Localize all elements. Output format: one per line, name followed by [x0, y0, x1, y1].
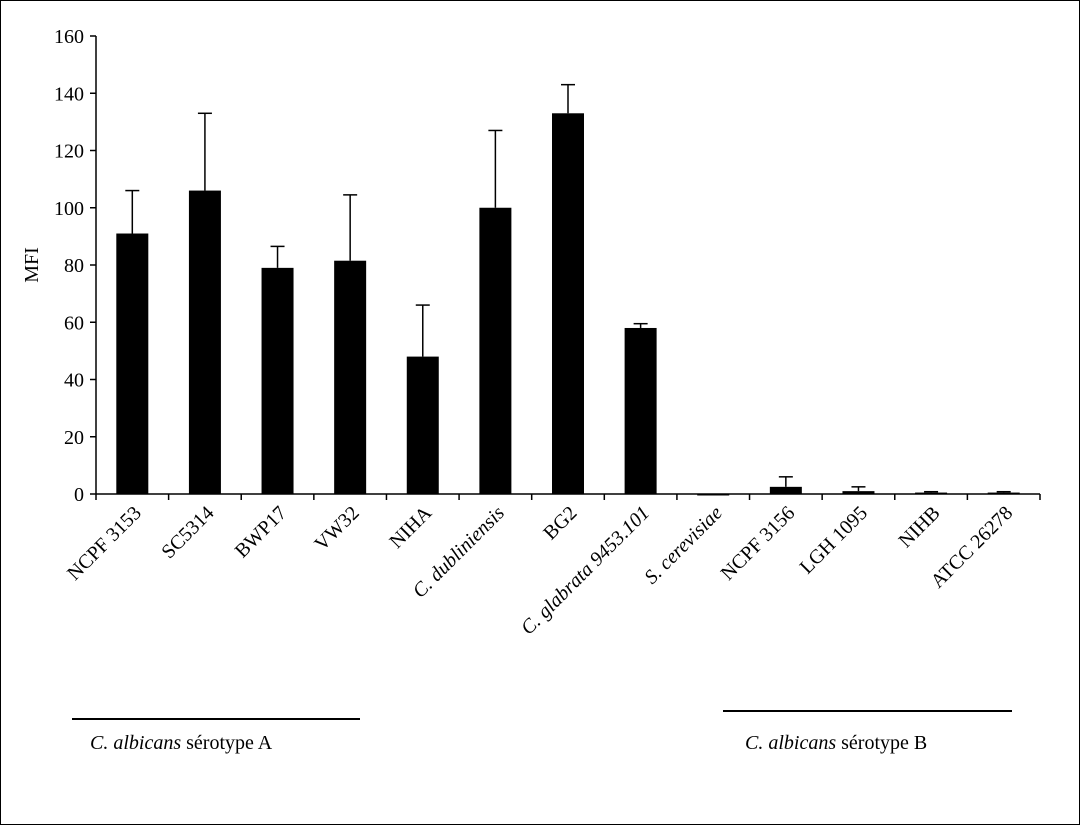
- bar: [769, 486, 802, 494]
- y-tick-label: 80: [64, 255, 84, 277]
- bar: [987, 492, 1020, 495]
- bar: [842, 491, 875, 494]
- group-b-line: [723, 710, 1012, 712]
- x-tick-label: NCPF 3156: [717, 502, 800, 585]
- group-b-italic: C. albicans: [745, 732, 837, 754]
- group-a-italic: C. albicans: [90, 732, 182, 754]
- x-tick-label: VW32: [310, 502, 363, 555]
- x-tick-label: C. glabrata 9453.101: [517, 502, 654, 639]
- y-tick-label: 40: [64, 370, 84, 392]
- bar: [697, 494, 730, 496]
- bar: [406, 356, 439, 494]
- y-tick-label: 60: [64, 312, 84, 334]
- bar: [552, 113, 584, 494]
- y-axis-label: MFI: [21, 247, 43, 283]
- x-tick-label: NCPF 3153: [63, 502, 146, 585]
- bar: [188, 190, 221, 494]
- x-tick-label: BWP17: [231, 502, 291, 562]
- y-tick-label: 140: [54, 83, 84, 105]
- x-tick-label: S. cerevisiae: [640, 502, 727, 589]
- bar: [624, 327, 657, 494]
- y-tick-label: 100: [54, 198, 84, 220]
- x-tick-label: LGH 1095: [796, 502, 872, 578]
- y-tick-label: 120: [54, 141, 84, 163]
- group-a-rest: sérotype A: [181, 732, 273, 754]
- group-a-caption: C. albicans sérotype A: [90, 732, 272, 755]
- y-tick-label: 0: [74, 484, 84, 506]
- bar: [116, 233, 149, 494]
- group-a-line: [72, 718, 360, 720]
- x-tick-label: SC5314: [157, 502, 218, 563]
- x-tick-label: NIHB: [894, 502, 944, 552]
- group-b-caption: C. albicans sérotype B: [745, 732, 927, 755]
- x-tick-label: BG2: [539, 502, 581, 544]
- bar: [261, 267, 294, 494]
- y-tick-label: 160: [54, 26, 84, 48]
- bar: [334, 260, 367, 494]
- bar: [479, 207, 512, 494]
- x-tick-label: NIHA: [385, 502, 436, 553]
- bar: [915, 492, 948, 495]
- group-b-rest: sérotype B: [836, 732, 928, 754]
- y-tick-label: 20: [64, 427, 84, 449]
